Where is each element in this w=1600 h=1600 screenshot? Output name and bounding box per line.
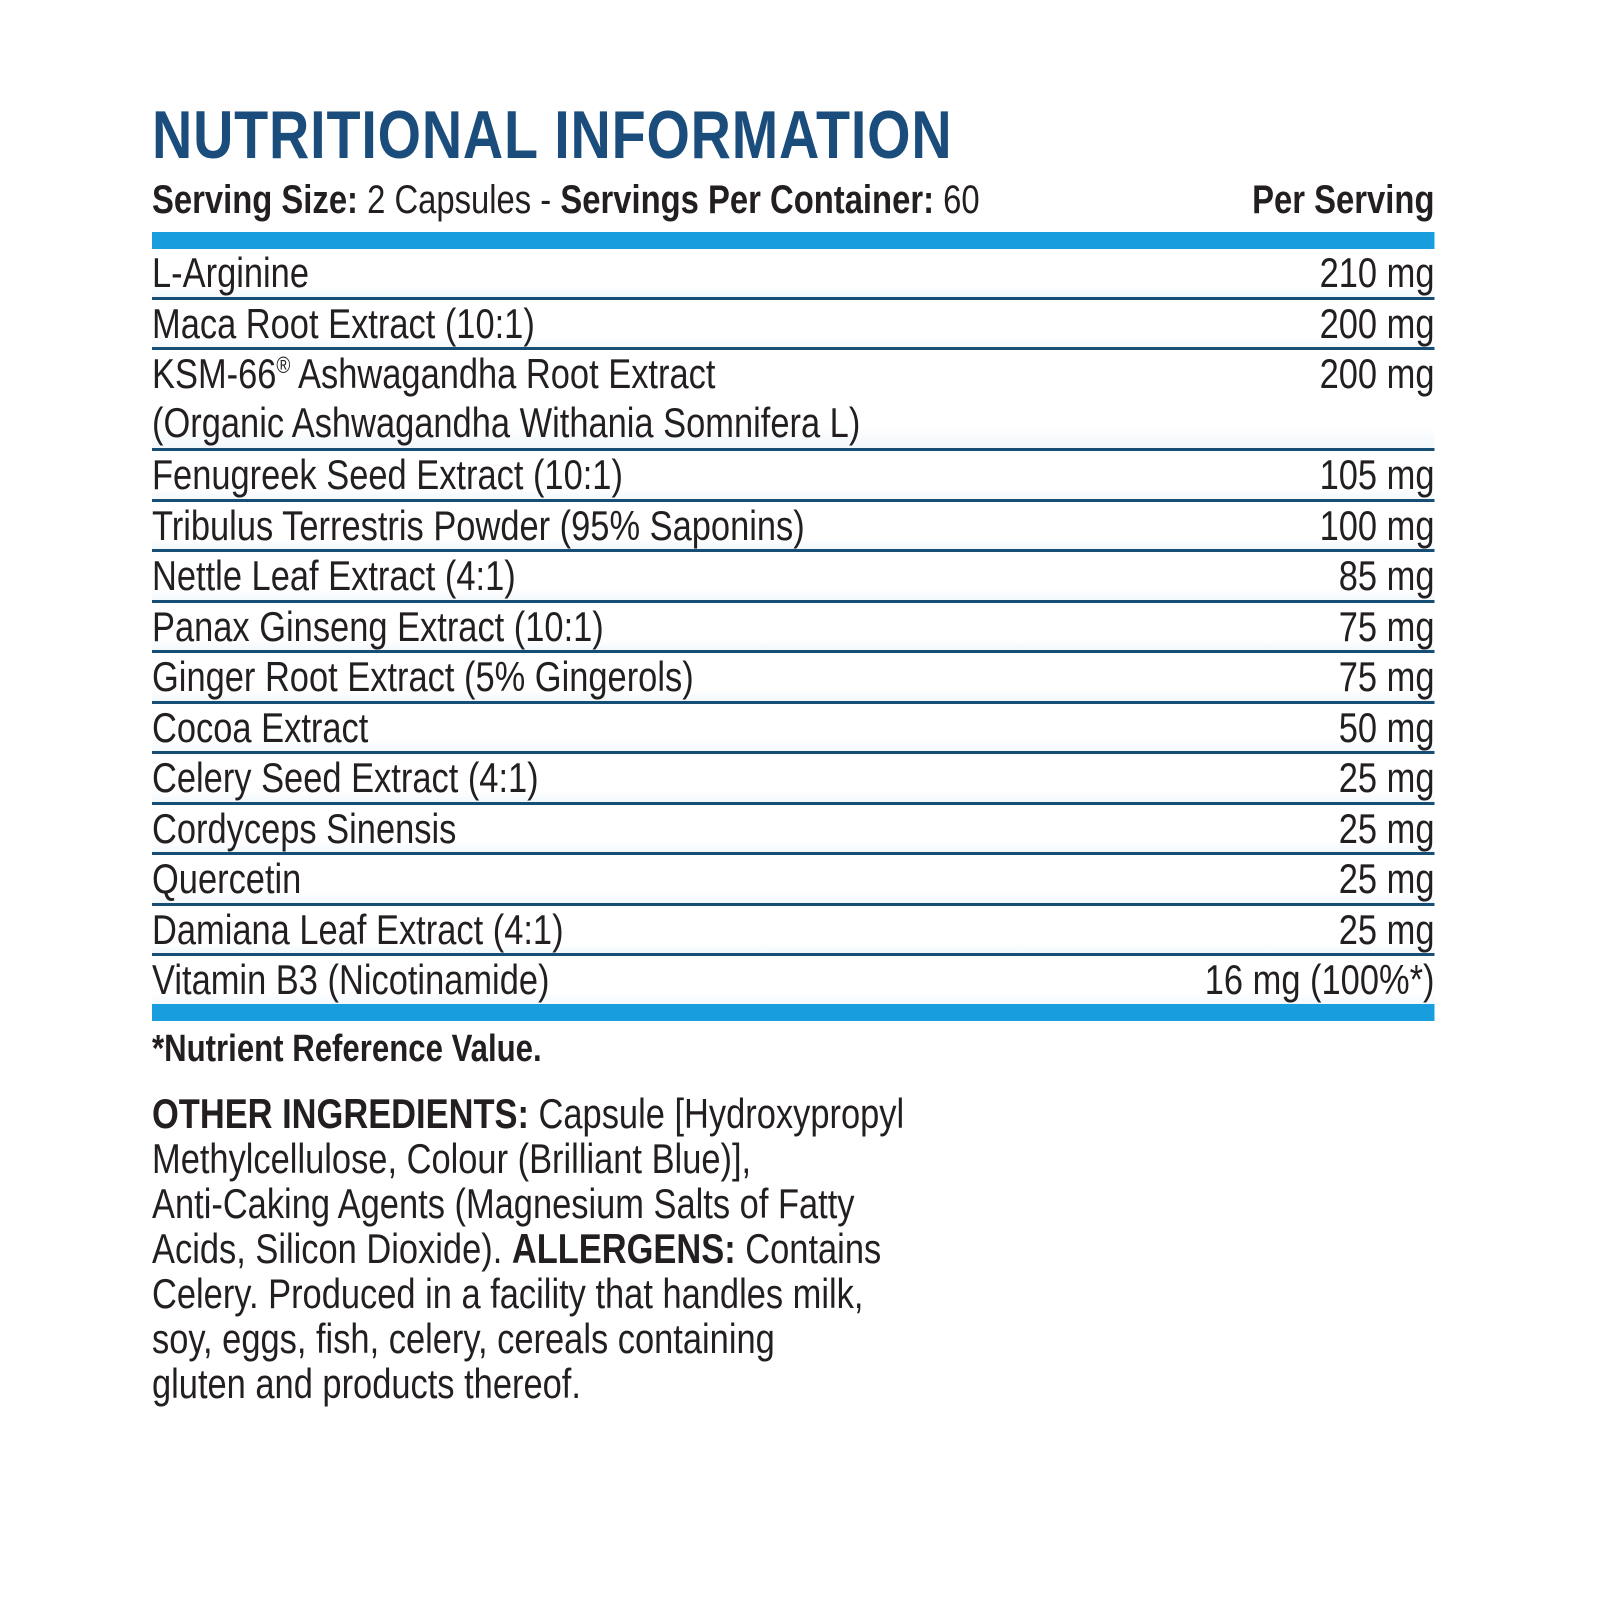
ingredient-name: Vitamin B3 (Nicotinamide) — [152, 956, 550, 1003]
table-row: Tribulus Terrestris Powder (95% Saponins… — [152, 501, 1435, 552]
table-row: Vitamin B3 (Nicotinamide) 16 mg (100%*) — [152, 956, 1435, 1004]
text-segment: Anti-Caking Agents (Magnesium Salts of F… — [152, 1179, 855, 1227]
ingredient-name: Cocoa Extract — [152, 703, 369, 751]
table-row: Ginger Root Extract (5% Gingerols) 75 mg — [152, 653, 1435, 704]
table-row: Cocoa Extract 50 mg — [152, 703, 1435, 754]
ingredient-name: KSM-66® Ashwagandha Root Extract (Organic… — [152, 350, 860, 448]
other-ingredients-line: soy, eggs, fish, celery, cereals contain… — [152, 1316, 1434, 1361]
other-ingredients-line: Acids, Silicon Dioxide). ALLERGENS: Cont… — [152, 1226, 1434, 1271]
text-segment: gluten and products thereof. — [152, 1359, 581, 1407]
ingredient-amount: 75 mg — [1338, 653, 1435, 700]
ingredient-name: Celery Seed Extract (4:1) — [152, 754, 539, 801]
ingredient-name: Quercetin — [152, 855, 302, 902]
divider-bar-bottom — [152, 1003, 1435, 1021]
other-ingredients-line: Celery. Produced in a facility that hand… — [152, 1271, 1434, 1316]
text-segment: Acids, Silicon Dioxide). — [152, 1224, 512, 1272]
page-title: NUTRITIONAL INFORMATION — [152, 97, 953, 173]
table-row: Nettle Leaf Extract (4:1) 85 mg — [152, 552, 1435, 603]
text-segment: Celery. Produced in a facility that hand… — [152, 1269, 864, 1317]
table-row: Panax Ginseng Extract (10:1) 75 mg — [152, 602, 1435, 653]
text-segment: ALLERGENS: — [511, 1224, 736, 1272]
text-segment: Methylcellulose, Colour (Brilliant Blue)… — [152, 1134, 752, 1182]
serving-text-segment: Servings Per Container: — [560, 178, 935, 222]
serving-info-row: Serving Size: 2 Capsules - Servings Per … — [152, 180, 1434, 220]
serving-text-segment: 2 Capsules - — [357, 178, 561, 222]
ingredient-name: Tribulus Terrestris Powder (95% Saponins… — [152, 501, 805, 549]
other-ingredients-line: gluten and products thereof. — [152, 1361, 1434, 1406]
ingredient-amount: 85 mg — [1338, 552, 1435, 599]
ingredient-amount: 100 mg — [1319, 501, 1435, 549]
ingredient-amount: 25 mg — [1338, 905, 1435, 953]
table-row: Quercetin 25 mg — [152, 855, 1435, 906]
ingredient-amount: 200 mg — [1319, 299, 1435, 347]
table-row: Fenugreek Seed Extract (10:1) 105 mg — [152, 451, 1435, 502]
ingredient-amount: 75 mg — [1338, 602, 1435, 650]
ingredient-amount: 50 mg — [1338, 703, 1435, 751]
ingredient-amount: 105 mg — [1319, 451, 1435, 498]
label-content: NUTRITIONAL INFORMATION Serving Size: 2 … — [152, 0, 1435, 1406]
other-ingredients-line: Methylcellulose, Colour (Brilliant Blue)… — [152, 1136, 1434, 1181]
ingredient-amount: 25 mg — [1338, 804, 1435, 852]
table-row: L-Arginine 210 mg — [152, 249, 1435, 300]
text-segment: OTHER INGREDIENTS: — [152, 1089, 529, 1137]
ingredient-name: Panax Ginseng Extract (10:1) — [152, 602, 604, 650]
other-ingredients-line: Anti-Caking Agents (Magnesium Salts of F… — [152, 1181, 1434, 1226]
ingredient-amount: 200 mg — [1319, 350, 1435, 397]
divider-bar-top — [152, 232, 1435, 249]
ingredient-amount: 16 mg (100%*) — [1204, 956, 1435, 1003]
table-row: Damiana Leaf Extract (4:1) 25 mg — [152, 905, 1435, 956]
ingredient-subname: (Organic Ashwagandha Withania Somnifera … — [152, 398, 861, 446]
other-ingredients-line: OTHER INGREDIENTS: Capsule [Hydroxypropy… — [152, 1091, 1434, 1136]
per-serving-header: Per Serving — [1252, 178, 1435, 222]
text-segment: soy, eggs, fish, celery, cereals contain… — [152, 1314, 775, 1362]
other-ingredients-paragraph: OTHER INGREDIENTS: Capsule [Hydroxypropy… — [152, 1091, 1434, 1406]
table-row: KSM-66® Ashwagandha Root Extract (Organic… — [152, 350, 1435, 451]
table-row: Celery Seed Extract (4:1) 25 mg — [152, 754, 1435, 805]
table-row: Cordyceps Sinensis 25 mg — [152, 804, 1435, 855]
text-segment: Capsule [Hydroxypropyl — [528, 1089, 905, 1137]
ingredient-name: Ginger Root Extract (5% Gingerols) — [152, 653, 694, 700]
ingredient-amount: 210 mg — [1319, 249, 1435, 296]
ingredient-amount: 25 mg — [1338, 754, 1435, 801]
serving-text-segment: 60 — [934, 178, 980, 222]
registered-trademark-symbol: ® — [276, 352, 291, 378]
ingredient-name: Maca Root Extract (10:1) — [152, 299, 535, 347]
serving-size-text: Serving Size: 2 Capsules - Servings Per … — [152, 180, 980, 220]
ingredient-name: Cordyceps Sinensis — [152, 804, 457, 852]
text-segment: Contains — [735, 1224, 882, 1272]
table-row: Maca Root Extract (10:1) 200 mg — [152, 299, 1435, 350]
ingredient-name: Fenugreek Seed Extract (10:1) — [152, 451, 623, 498]
serving-text-segment: Serving Size: — [152, 178, 358, 222]
nrv-footnote: *Nutrient Reference Value. — [152, 1027, 542, 1070]
ingredients-table: L-Arginine 210 mg Maca Root Extract (10:1)… — [152, 249, 1435, 1004]
ingredient-name: Nettle Leaf Extract (4:1) — [152, 552, 516, 599]
ingredient-amount: 25 mg — [1338, 855, 1435, 902]
ingredient-name: Damiana Leaf Extract (4:1) — [152, 905, 564, 953]
ingredient-name: L-Arginine — [152, 249, 309, 296]
